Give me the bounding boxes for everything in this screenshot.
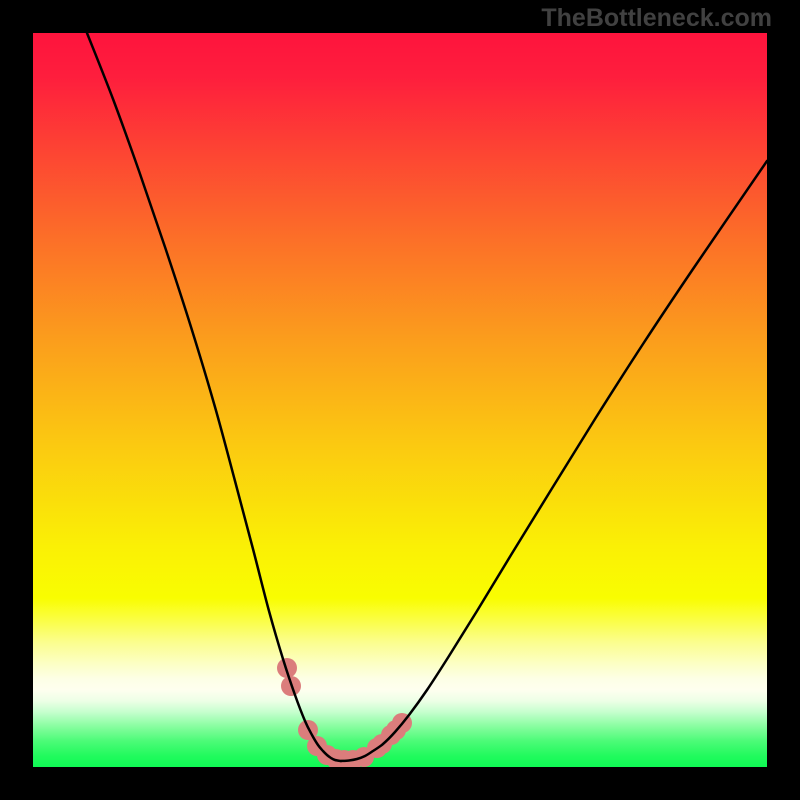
bottleneck-curve	[33, 33, 767, 767]
curve-right-branch	[341, 161, 767, 761]
plot-area	[33, 33, 767, 767]
watermark-text: TheBottleneck.com	[541, 4, 772, 33]
curve-left-branch	[87, 33, 341, 761]
